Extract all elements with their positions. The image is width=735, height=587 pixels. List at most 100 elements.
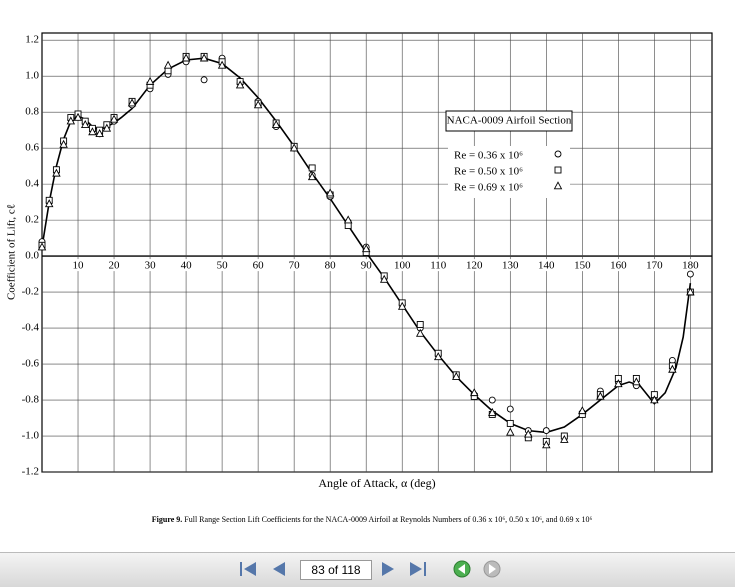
marker-triangle	[289, 143, 299, 152]
x-tick-label: 150	[574, 260, 591, 272]
x-tick-label: 170	[646, 260, 663, 272]
caption-label: Figure 9.	[152, 515, 183, 524]
marker-triangle	[343, 215, 353, 224]
marker-triangle	[181, 53, 191, 62]
marker-triangle	[253, 100, 263, 109]
x-tick-label: 50	[217, 260, 229, 272]
marker-triangle	[59, 139, 68, 148]
tick-label-bg	[572, 259, 593, 272]
marker-square	[506, 419, 514, 427]
y-tick-label: -0.2	[22, 286, 39, 298]
marker-square	[416, 321, 424, 328]
legend-title-box	[445, 110, 573, 132]
chart: Coefficient of Lift, cℓ Angle of Attack,…	[6, 32, 713, 524]
y-tick-label: -0.6	[22, 358, 40, 370]
viewer-toolbar: 83 of 118	[0, 552, 735, 587]
y-tick-label: 1.0	[25, 70, 39, 82]
y-tick-label: 0.2	[25, 214, 39, 226]
marker-triangle	[553, 181, 563, 190]
caption-text: Full Range Section Lift Coefficients for…	[184, 515, 592, 524]
y-tick-label: -0.8	[22, 394, 40, 406]
marker-triangle	[271, 119, 281, 129]
marker-triangle	[488, 407, 497, 416]
x-tick-label: 180	[682, 260, 699, 272]
marker-circle	[554, 150, 562, 158]
marker-triangle	[199, 53, 209, 62]
y-tick-label: 0.8	[25, 106, 39, 118]
first-page-button[interactable]	[240, 562, 256, 576]
tick-label-bg	[500, 259, 521, 272]
x-tick-label: 160	[610, 260, 627, 272]
marker-triangle	[127, 98, 137, 107]
y-axis-label: Coefficient of Lift, cℓ	[6, 204, 18, 300]
y-tick-label: 0.4	[25, 178, 39, 190]
tick-label-bg	[464, 259, 485, 272]
y-tick-label: -1.0	[22, 430, 40, 442]
marker-triangle	[163, 60, 173, 69]
tick-label-bg	[68, 259, 89, 272]
marker-triangle	[307, 172, 317, 181]
tick-label-bg	[644, 259, 665, 272]
marker-triangle	[397, 301, 407, 310]
marker-triangle	[235, 80, 245, 89]
y-tick-label: -0.4	[22, 322, 40, 334]
x-tick-label: 140	[538, 260, 555, 272]
tick-label-bg	[608, 259, 629, 272]
marker-triangle	[451, 371, 461, 380]
marker-circle	[488, 396, 496, 404]
y-tick-label: 0.0	[25, 250, 39, 262]
y-tick-label: -1.2	[22, 466, 39, 478]
marker-triangle	[650, 395, 659, 404]
x-axis-label: Angle of Attack, α (deg)	[318, 476, 435, 490]
x-tick-label: 60	[253, 260, 265, 272]
x-tick-label: 100	[394, 260, 411, 272]
tick-label-bg	[320, 259, 341, 272]
tick-label-bg	[248, 259, 269, 272]
tick-label-bg	[104, 259, 125, 272]
marker-triangle	[415, 328, 425, 337]
tick-label-bg	[356, 259, 377, 272]
marker-triangle	[632, 377, 641, 386]
marker-triangle	[44, 199, 54, 208]
marker-square	[344, 222, 352, 229]
page-number-field[interactable]: 83 of 118	[300, 560, 372, 580]
marker-triangle	[578, 406, 587, 415]
tick-label-bg	[392, 259, 413, 272]
tick-label-bg	[176, 259, 197, 272]
marker-triangle	[614, 379, 623, 388]
marker-triangle	[686, 287, 695, 296]
legend-title: NACA-0009 Airfoil Section	[447, 115, 572, 127]
tick-label-bg	[428, 259, 449, 272]
caption: Figure 9. Full Range Section Lift Coeffi…	[152, 515, 593, 524]
x-tick-label: 120	[466, 260, 483, 272]
marker-triangle	[66, 116, 76, 125]
forward-button[interactable]	[483, 560, 501, 578]
legend-label: Re = 0.69 x 10⁶	[454, 182, 523, 194]
marker-triangle	[109, 114, 119, 123]
last-page-button[interactable]	[410, 562, 426, 576]
legend-label: Re = 0.50 x 10⁶	[454, 166, 523, 178]
tick-label-bg	[284, 259, 305, 272]
marker-circle	[506, 405, 514, 413]
prev-page-button[interactable]	[273, 562, 285, 576]
tick-label-bg	[212, 259, 233, 272]
marker-square	[164, 67, 172, 75]
plot-frame	[41, 32, 713, 473]
marker-triangle	[88, 127, 97, 136]
marker-triangle	[506, 427, 515, 436]
marker-triangle	[542, 440, 551, 449]
next-page-button[interactable]	[382, 562, 394, 576]
toolbar-icons	[240, 560, 501, 578]
marker-triangle	[217, 60, 227, 69]
marker-triangle	[145, 76, 155, 85]
marker-triangle	[379, 274, 389, 283]
marker-circle	[200, 76, 208, 84]
marker-triangle	[470, 388, 479, 397]
x-tick-label: 80	[325, 260, 337, 272]
marker-circle	[686, 270, 694, 278]
x-tick-label: 90	[361, 260, 373, 272]
marker-triangle	[668, 364, 677, 373]
tick-label-bg	[140, 259, 161, 272]
back-button[interactable]	[453, 560, 471, 578]
